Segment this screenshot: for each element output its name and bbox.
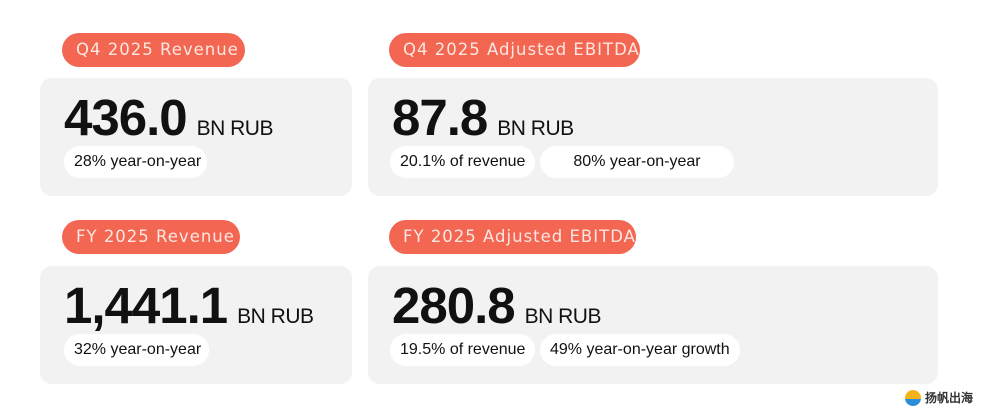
metric-value: 280.8 <box>392 277 516 334</box>
fy-ebitda-label: FY 2025 Adjusted EBITDA <box>389 220 636 254</box>
logo-icon <box>904 389 921 406</box>
fy-ebitda-card: 280.8 BN RUB 19.5% of revenue 49% year-on… <box>368 266 938 384</box>
margin-badge: 19.5% of revenue <box>390 334 535 366</box>
watermark-logo: 扬帆出海 <box>904 389 973 406</box>
q4-ebitda-label: Q4 2025 Adjusted EBITDA <box>389 33 640 67</box>
fy-revenue-label: FY 2025 Revenue <box>62 220 240 254</box>
metric-value: 1,441.1 <box>64 277 228 334</box>
margin-badge: 20.1% of revenue <box>390 146 535 178</box>
yoy-badge: 80% year-on-year <box>540 146 734 178</box>
q4-ebitda-card: 87.8 BN RUB 20.1% of revenue 80% year-on-… <box>368 78 938 196</box>
metric-unit: BN RUB <box>237 305 314 328</box>
metric-value: 87.8 <box>392 89 488 146</box>
yoy-badge: 28% year-on-year <box>64 146 207 178</box>
metric-value: 436.0 <box>64 89 188 146</box>
watermark-text: 扬帆出海 <box>924 391 973 405</box>
metric-unit: BN RUB <box>524 305 602 328</box>
fy-revenue-card: 1,441.1 BN RUB 32% year-on-year <box>40 266 352 384</box>
metric-unit: BN RUB <box>196 117 274 140</box>
yoy-badge: 32% year-on-year <box>64 334 209 366</box>
yoy-badge: 49% year-on-year growth <box>540 334 740 366</box>
q4-revenue-card: 436.0 BN RUB 28% year-on-year <box>40 78 352 196</box>
q4-revenue-label: Q4 2025 Revenue <box>62 33 245 67</box>
metric-unit: BN RUB <box>497 117 574 140</box>
